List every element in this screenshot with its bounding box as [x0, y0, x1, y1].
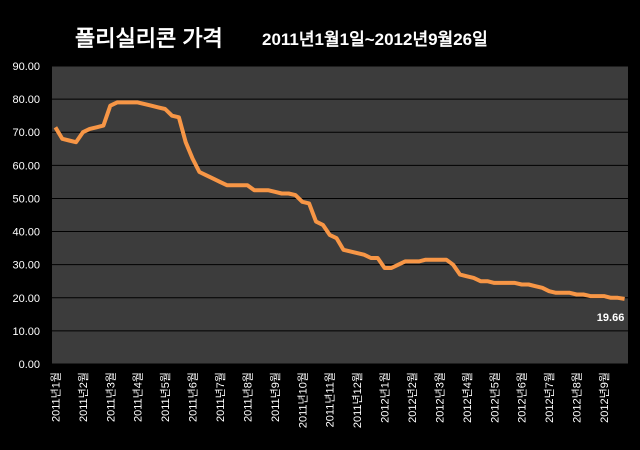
y-tick-label: 10.00	[12, 326, 40, 338]
plot-area	[52, 66, 628, 364]
y-tick-label: 20.00	[12, 293, 40, 305]
x-tick-label: 2012년8월	[571, 372, 584, 423]
y-tick-label: 30.00	[12, 260, 40, 272]
x-tick-label: 2011년11월	[324, 372, 337, 427]
y-tick-label: 40.00	[12, 227, 40, 239]
y-tick-label: 90.00	[12, 61, 40, 73]
y-tick-label: 0.00	[19, 359, 40, 371]
x-tick-label: 2012년9월	[598, 372, 611, 423]
x-tick-label: 2011년4월	[132, 372, 145, 422]
x-tick-label: 2012년7월	[543, 372, 556, 423]
x-tick-label: 2012년6월	[516, 372, 529, 423]
x-tick-label: 2012년3월	[433, 372, 446, 423]
x-tick-label: 2011년8월	[241, 372, 254, 422]
x-tick-label: 2012년5월	[488, 372, 501, 423]
x-tick-label: 2011년2월	[77, 372, 90, 422]
x-tick-label: 2011년3월	[104, 372, 117, 422]
y-tick-label: 60.00	[12, 160, 40, 172]
x-tick-label: 2011년7월	[214, 372, 227, 422]
x-tick-label: 2011년5월	[159, 372, 172, 422]
x-tick-label: 2011년10월	[296, 372, 309, 428]
x-tick-label: 2011년9월	[269, 372, 282, 422]
y-tick-label: 70.00	[12, 127, 40, 139]
x-tick-label: 2012년1월	[379, 372, 392, 423]
y-tick-label: 80.00	[12, 94, 40, 106]
y-tick-label: 50.00	[12, 193, 40, 205]
x-tick-label: 2012년4월	[461, 372, 474, 423]
chart-title: 폴리실리콘 가격	[75, 26, 223, 51]
data-label: 19.66	[597, 312, 625, 324]
x-tick-label: 2011년6월	[187, 372, 200, 422]
price-line	[53, 100, 625, 301]
chart-subtitle: 2011년1월1일~2012년9월26일	[262, 30, 488, 49]
x-tick-label: 2011년12월	[351, 372, 364, 428]
x-tick-label: 2011년1월	[49, 372, 62, 422]
x-tick-label: 2012년2월	[406, 372, 419, 423]
